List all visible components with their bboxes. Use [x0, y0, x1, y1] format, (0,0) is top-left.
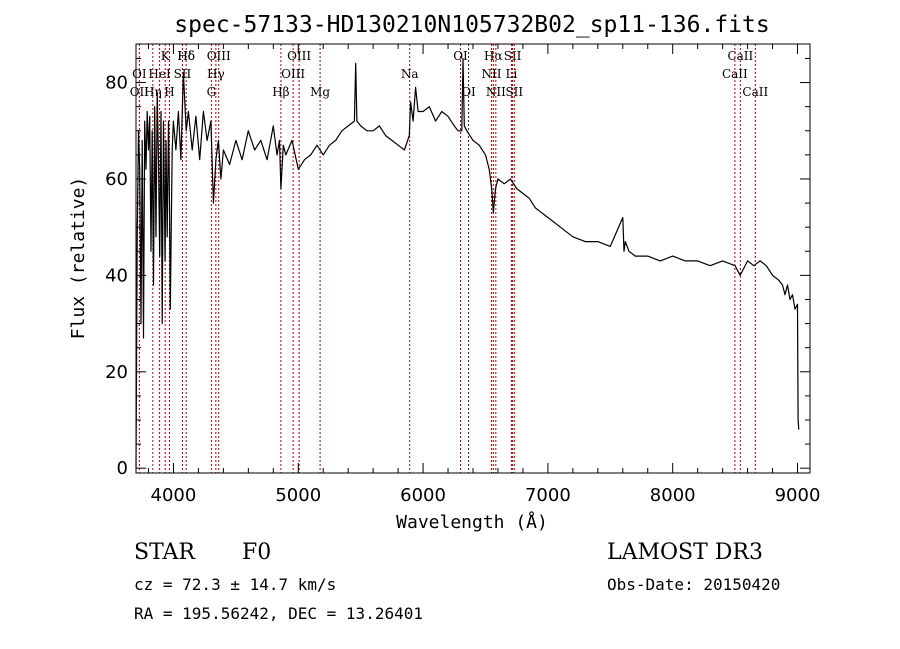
y-axis-label: Flux (relative) [68, 177, 89, 340]
marker-label: OI [453, 49, 468, 63]
marker-label: Mg [310, 85, 330, 99]
marker-label: Hβ [272, 85, 289, 99]
x-tick-label: 6000 [400, 485, 446, 506]
spectrum-line [135, 57, 800, 469]
marker-label: OII [130, 85, 150, 99]
y-tick-label: 0 [117, 458, 128, 479]
marker-label: Hη [144, 85, 162, 99]
y-tick-label: 80 [105, 73, 128, 94]
y-tick-label: 40 [105, 265, 128, 286]
chart-title: spec-57133-HD130210N105732B02_sp11-136.f… [174, 12, 769, 38]
spectrum-series [135, 57, 800, 469]
marker-label: CaII [727, 49, 753, 63]
survey-name: LAMOST DR3 [607, 540, 763, 565]
spectral-subclass: F0 [242, 540, 272, 565]
axis-ticks: 4000 5000 6000 7000 8000 9000 0 20 40 60 80 [105, 44, 820, 506]
marker-label: CaII [722, 67, 748, 81]
marker-label: OI [461, 85, 476, 99]
marker-label: K [161, 49, 171, 63]
plot-frame [135, 43, 811, 474]
x-axis-label: Wavelength (Å) [396, 511, 548, 533]
observation-date: Obs-Date: 20150420 [607, 575, 781, 594]
marker-label: Hδ [177, 49, 195, 63]
marker-label: G [207, 85, 217, 99]
marker-label: Li [506, 67, 518, 81]
marker-label: OIII [287, 49, 311, 63]
marker-label: CaII [742, 85, 768, 99]
redshift-value: cz = 72.3 ± 14.7 km/s [134, 575, 337, 594]
y-tick-label: 20 [105, 362, 128, 383]
marker-label: SII [504, 49, 522, 63]
x-tick-label: 4000 [151, 485, 197, 506]
y-tick-label: 60 [105, 169, 128, 190]
marker-label: Hδ [177, 49, 195, 63]
marker-label: OI [132, 67, 147, 81]
object-class: STAR [134, 540, 195, 565]
x-tick-label: 5000 [275, 485, 321, 506]
marker-label: H [164, 85, 174, 99]
marker-label: OIII [207, 49, 231, 63]
marker-label: Na [401, 67, 419, 81]
coordinates: RA = 195.56242, DEC = 13.26401 [134, 604, 423, 623]
marker-label: Hα [484, 49, 503, 63]
marker-label: NII [481, 67, 501, 81]
x-tick-label: 9000 [775, 485, 821, 506]
x-tick-label: 8000 [650, 485, 696, 506]
marker-label: SII [174, 67, 192, 81]
marker-label: Hγ [207, 67, 225, 81]
marker-label: HeI [148, 67, 171, 81]
marker-label: SII [505, 85, 523, 99]
x-tick-label: 7000 [525, 485, 571, 506]
marker-label: OIII [281, 67, 305, 81]
marker-label: NII [486, 85, 506, 99]
